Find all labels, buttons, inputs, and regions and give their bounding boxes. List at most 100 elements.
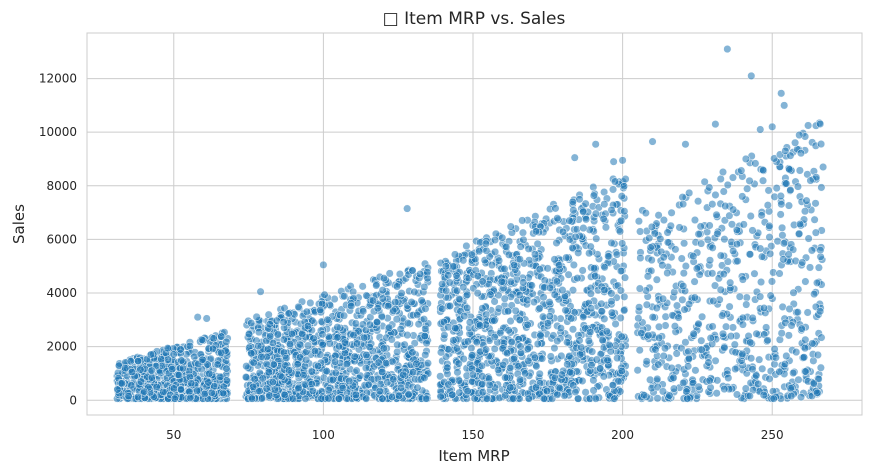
data-point <box>600 285 609 295</box>
data-point <box>565 352 574 361</box>
data-point <box>616 266 626 276</box>
data-point <box>334 394 344 403</box>
data-point <box>636 227 645 236</box>
data-point <box>374 358 383 367</box>
data-point <box>708 243 717 252</box>
data-point <box>539 312 548 321</box>
data-point <box>705 183 714 192</box>
data-point <box>523 296 532 305</box>
data-point <box>689 329 698 338</box>
data-point <box>423 359 432 368</box>
data-point <box>257 394 267 403</box>
data-point <box>499 360 508 369</box>
data-point <box>408 266 417 275</box>
data-point <box>733 257 742 266</box>
data-point <box>819 162 828 172</box>
data-point <box>568 197 577 206</box>
data-point <box>262 384 271 393</box>
data-point <box>803 308 812 317</box>
data-point <box>811 199 820 208</box>
data-point <box>770 345 779 354</box>
data-point <box>533 239 542 248</box>
data-point <box>365 342 374 352</box>
data-point <box>705 256 715 265</box>
data-point <box>515 290 524 300</box>
data-point <box>647 222 656 231</box>
data-point <box>711 356 720 365</box>
data-point <box>752 371 761 380</box>
data-point <box>562 253 571 262</box>
data-point <box>273 330 282 339</box>
data-point <box>307 367 316 376</box>
data-point <box>501 391 510 400</box>
data-point <box>709 296 718 306</box>
data-point <box>587 304 596 313</box>
data-point <box>565 216 574 225</box>
data-point <box>331 357 340 366</box>
data-point <box>608 381 618 390</box>
data-point <box>452 286 461 295</box>
data-point <box>163 355 172 364</box>
data-point <box>813 350 822 360</box>
data-point <box>515 255 524 264</box>
x-tick-labels: 50 100 150 200 250 <box>166 428 784 442</box>
data-point <box>807 246 816 255</box>
data-point <box>421 304 430 313</box>
data-point <box>618 239 627 248</box>
data-point <box>516 242 525 251</box>
data-point <box>677 254 686 263</box>
x-tick-label: 50 <box>166 428 181 442</box>
data-point <box>758 165 768 175</box>
data-point <box>610 394 619 403</box>
data-point <box>295 340 305 349</box>
data-point <box>670 322 680 331</box>
data-point <box>609 157 618 166</box>
data-point <box>444 380 453 389</box>
data-point <box>778 302 787 311</box>
data-point <box>385 269 394 278</box>
data-point <box>811 228 820 237</box>
data-point <box>737 166 746 175</box>
data-point <box>352 366 361 375</box>
data-point <box>473 271 482 281</box>
data-point <box>726 332 736 341</box>
data-point <box>723 257 732 266</box>
data-point <box>748 226 757 235</box>
data-point <box>454 376 464 385</box>
data-point <box>564 270 573 279</box>
data-point <box>661 312 670 321</box>
data-point <box>539 394 549 403</box>
data-point <box>746 250 755 259</box>
data-point <box>397 289 406 298</box>
data-point <box>656 234 665 243</box>
data-point <box>279 317 288 327</box>
data-point <box>533 339 542 348</box>
data-point <box>711 120 720 129</box>
data-point <box>121 364 130 373</box>
data-point <box>209 334 218 343</box>
data-point <box>494 256 504 265</box>
data-point <box>248 394 257 403</box>
data-point <box>780 360 790 369</box>
data-point <box>389 375 398 384</box>
data-point <box>552 238 561 247</box>
data-point <box>810 290 819 299</box>
data-point <box>654 360 663 369</box>
data-point <box>362 291 371 300</box>
data-point <box>360 333 369 342</box>
data-point <box>254 341 263 350</box>
data-point <box>127 381 136 390</box>
data-point <box>648 137 657 146</box>
data-point <box>589 191 598 200</box>
data-point <box>555 261 564 270</box>
x-axis-label: Item MRP <box>438 447 509 465</box>
data-point <box>776 191 785 201</box>
data-point <box>616 286 625 295</box>
data-point <box>340 292 349 301</box>
data-point <box>579 312 588 322</box>
data-point <box>706 334 715 343</box>
data-point <box>400 340 409 349</box>
data-point <box>478 380 487 389</box>
data-point <box>422 339 431 348</box>
data-point <box>553 390 562 399</box>
